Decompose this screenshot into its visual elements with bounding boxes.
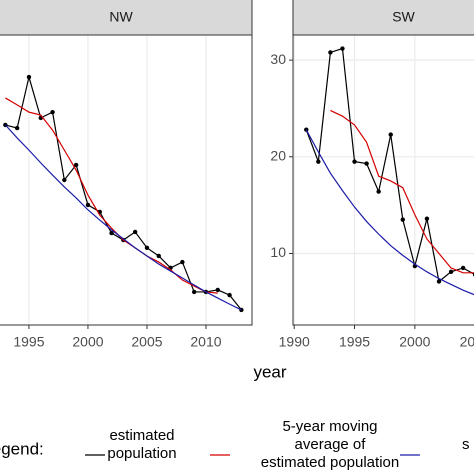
x-tick-label: 1995 [339, 334, 370, 350]
point [424, 216, 430, 221]
legend-label: s [462, 436, 470, 453]
point [26, 74, 32, 80]
point [227, 292, 232, 298]
point [376, 189, 381, 194]
point [364, 161, 369, 166]
x-axis-label: year [253, 362, 286, 381]
point [156, 253, 161, 259]
y-tick-label: 20 [270, 148, 286, 164]
point [436, 279, 442, 284]
point [132, 229, 138, 235]
y-tick-label: 30 [270, 51, 286, 67]
point [144, 245, 150, 251]
point [180, 259, 185, 265]
strip-label: NW [109, 9, 133, 25]
legend-label: estimated population [107, 427, 176, 462]
series-line [5, 97, 218, 294]
point [14, 125, 20, 131]
x-tick-label: 1990 [279, 334, 310, 350]
panel-background [293, 35, 474, 325]
point [304, 127, 309, 132]
point [460, 265, 466, 271]
point [73, 162, 79, 168]
point [316, 159, 321, 164]
point [352, 159, 357, 164]
point [62, 177, 67, 183]
x-tick-label: 1995 [13, 334, 44, 350]
panel: 1995 2000 2005 2010 NW [0, 0, 253, 350]
point [50, 109, 55, 115]
panel: 1990 1995 2000 2005 10 20 30 SW [270, 0, 474, 350]
legend-title: legend: [0, 439, 44, 458]
strip-label: SW [392, 9, 415, 25]
legend-label: 5-year moving average of estimated populat… [261, 418, 399, 471]
strip: NW [0, 0, 253, 36]
point [340, 46, 345, 51]
x-tick-label: 2005 [131, 334, 162, 350]
point [191, 289, 197, 295]
strip-background [0, 0, 253, 36]
x-tick-label: 2005 [460, 334, 474, 350]
x-tick-label: 2000 [399, 334, 430, 350]
point [109, 230, 114, 236]
series-line [330, 109, 474, 274]
series-line [305, 129, 474, 296]
x-tick-label: 2010 [190, 334, 221, 350]
point [388, 132, 393, 137]
point [85, 202, 91, 208]
point [400, 217, 405, 222]
strip-background [292, 0, 474, 36]
x-tick-label: 2000 [72, 334, 103, 350]
point [328, 50, 333, 55]
strip: SW [292, 0, 474, 36]
panel-background [0, 35, 252, 325]
point [215, 287, 220, 293]
point [448, 269, 454, 275]
series-line [4, 124, 242, 311]
y-tick-label: 10 [270, 244, 286, 260]
